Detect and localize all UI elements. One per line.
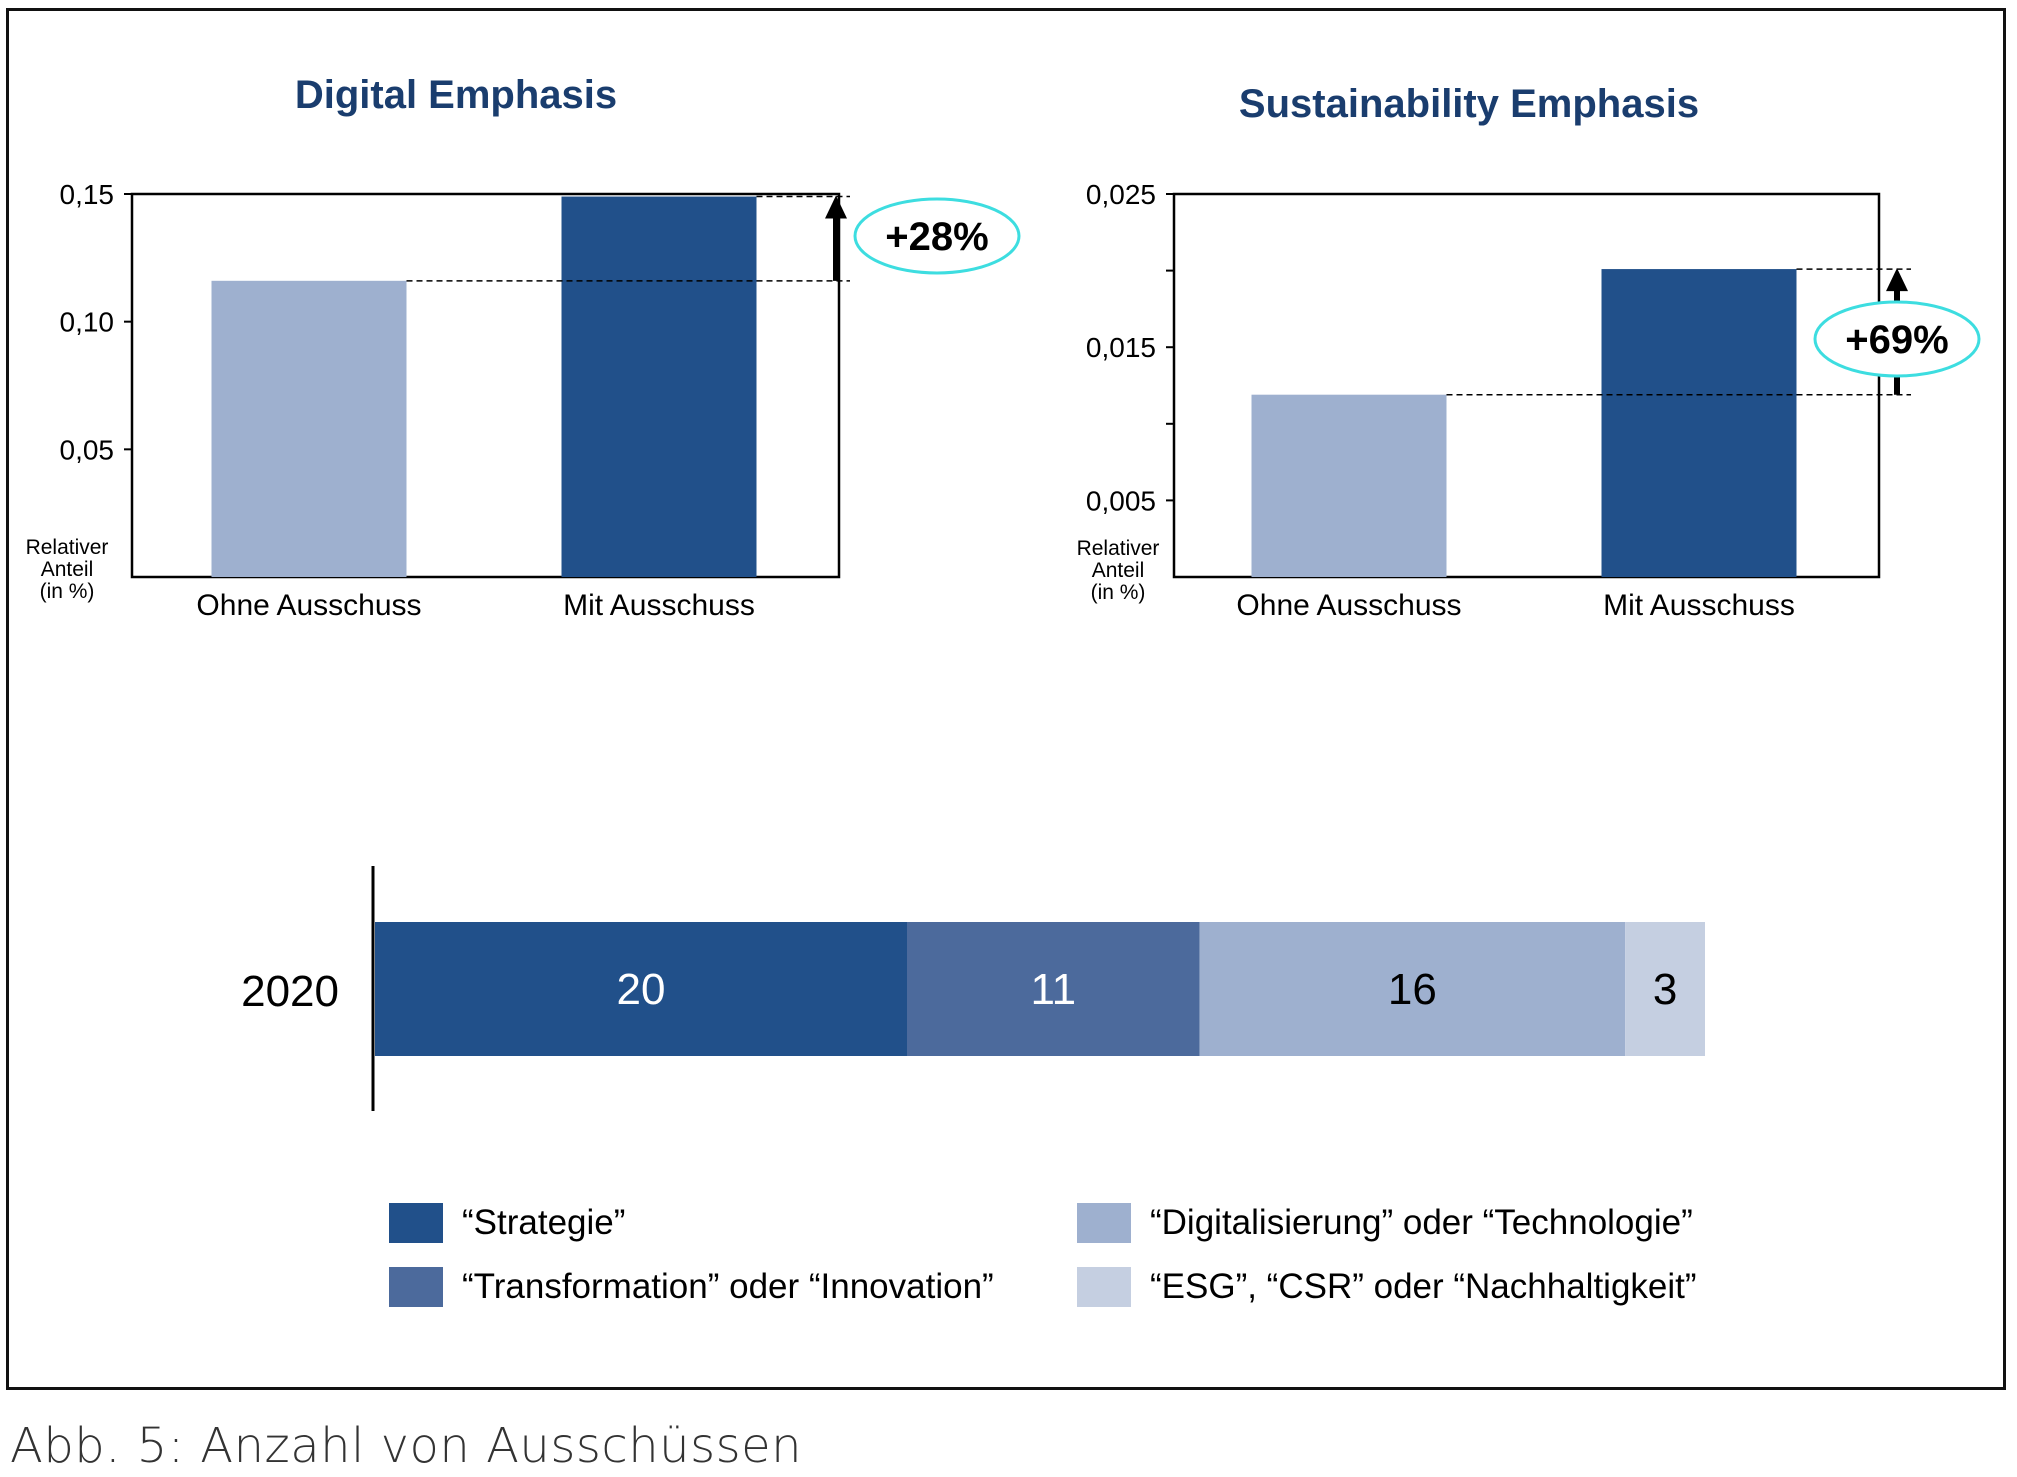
figure-caption: Abb. 5: Anzahl von Ausschüssen: [10, 1418, 803, 1474]
y-axis-label-line: (in %): [40, 580, 95, 603]
plot-area-frame: [1172, 192, 1881, 579]
segment-value-strategie: 20: [617, 965, 666, 1014]
bar-mit-ausschuss: [561, 196, 757, 577]
figure-frame: Digital Emphasis 0,05 0,10 0,15 Relativer Ant…: [6, 8, 2006, 1390]
chart-title: Sustainability Emphasis: [1239, 82, 1699, 126]
y-tick-label: 0,005: [1086, 485, 1156, 516]
legend-swatch-transformation: [389, 1267, 443, 1307]
increase-annotation-ellipse: [853, 197, 1021, 275]
legend-swatch-strategie: [389, 1203, 443, 1243]
legend-label-digitalisierung: “Digitalisierung” oder “Technologie”: [1150, 1203, 1693, 1242]
digital-emphasis-chart: Digital Emphasis 0,05 0,10 0,15 RelativerAnt…: [26, 73, 1021, 622]
x-category-label: Mit Ausschuss: [1603, 589, 1795, 622]
committee-count-stacked-bar: 2020 20 11 16 3: [241, 866, 1705, 1111]
segment-digitalisierung: [1199, 922, 1626, 1056]
bar-mit-ausschuss: [1601, 269, 1797, 577]
y-axis-label-line: (in %): [1091, 581, 1146, 604]
y-tick-label: 0,05: [60, 434, 115, 465]
legend: “Strategie” “Transformation” oder “Innova…: [389, 1203, 1697, 1307]
chart-title: Digital Emphasis: [295, 73, 617, 117]
y-tick-label: 0,025: [1086, 179, 1156, 210]
y-axis-label-line: Relativer: [1077, 537, 1160, 560]
bar-ohne-ausschuss: [1251, 394, 1447, 577]
y-tick-label: 0,015: [1086, 332, 1156, 363]
category-label: 2020: [241, 967, 339, 1016]
plot-area-frame: [130, 192, 841, 579]
sustainability-emphasis-chart: Sustainability Emphasis 0,005 0,015 0,025 Re…: [1077, 82, 1981, 622]
legend-label-strategie: “Strategie”: [462, 1203, 625, 1242]
increase-arrow-head: [825, 195, 847, 219]
increase-annotation-label: +28%: [885, 215, 988, 259]
segment-value-transformation: 11: [1030, 965, 1076, 1014]
segment-value-digitalisierung: 16: [1388, 965, 1437, 1014]
y-axis-label-line: Relativer: [26, 536, 109, 559]
segment-value-esg: 3: [1653, 965, 1677, 1014]
y-axis-label-line: Anteil: [41, 558, 94, 581]
segment-transformation: [907, 922, 1200, 1056]
legend-label-transformation: “Transformation” oder “Innovation”: [462, 1267, 994, 1306]
legend-label-esg: “ESG”, “CSR” oder “Nachhaltigkeit”: [1150, 1267, 1697, 1306]
x-category-label: Ohne Ausschuss: [196, 589, 421, 622]
y-tick-label: 0,15: [60, 179, 115, 210]
segment-strategie: [375, 922, 907, 1056]
legend-swatch-digitalisierung: [1077, 1203, 1131, 1243]
figure-svg: Digital Emphasis0,050,100,15RelativerAnt…: [26, 73, 1981, 1307]
x-category-label: Ohne Ausschuss: [1236, 589, 1461, 622]
bar-ohne-ausschuss: [211, 280, 407, 577]
y-axis-label-line: Anteil: [1092, 559, 1145, 582]
increase-annotation-ellipse: [1813, 300, 1981, 378]
increase-arrow-head: [1886, 268, 1908, 292]
legend-swatch-esg: [1077, 1267, 1131, 1307]
y-tick-label: 0,10: [60, 307, 115, 338]
segment-esg: [1625, 922, 1705, 1056]
increase-annotation-label: +69%: [1845, 318, 1948, 362]
x-category-label: Mit Ausschuss: [563, 589, 755, 622]
